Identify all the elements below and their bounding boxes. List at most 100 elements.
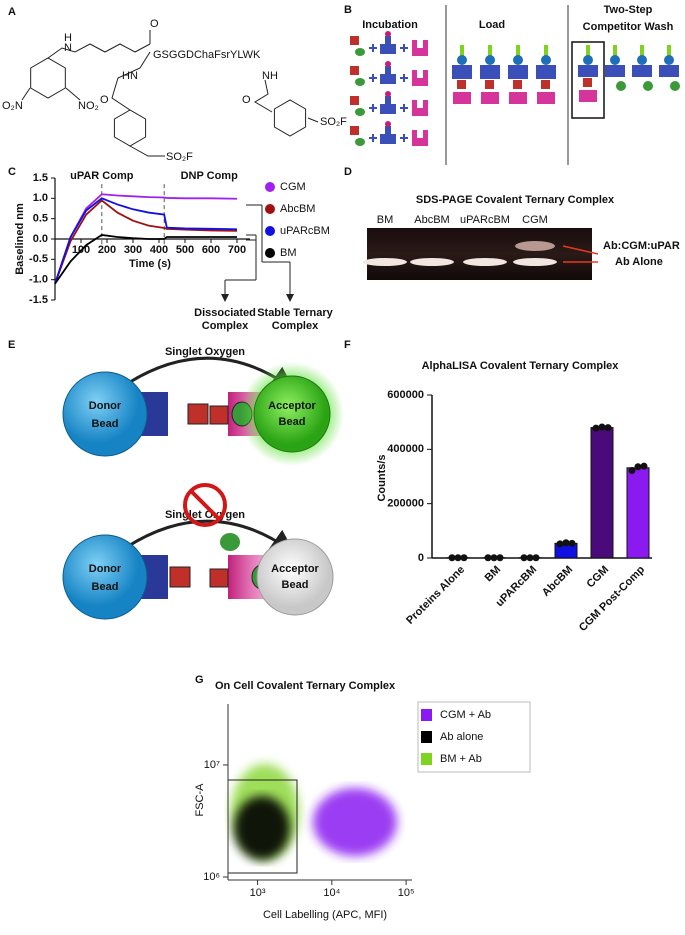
y-tick-label: 600000 [387,389,424,401]
replicate-dot [461,554,468,561]
atom-label: NH [262,70,278,82]
event-label: DNP Comp [181,170,239,182]
replicate-dot [593,425,600,432]
y-tick-label: -0.5 [29,253,48,265]
gel-title: SDS-PAGE Covalent Ternary Complex [416,194,615,206]
antibody [605,65,625,77]
binder [485,80,494,89]
legend-swatch [421,731,432,743]
binder [355,138,365,146]
upar [412,100,428,116]
upar [412,40,428,56]
x-tick-label: BM [483,564,504,585]
step-title: Load [479,19,505,31]
replicate-dot [533,554,540,561]
binder [355,108,365,116]
hapten [637,55,647,65]
upar [509,92,527,104]
antibody [385,66,391,74]
replicate-dot [521,554,528,561]
bonds [308,118,318,122]
binder [170,567,190,587]
legend-swatch [421,709,432,721]
legend-label: BM [280,247,297,259]
binder [188,404,208,424]
legend-label: CGM + Ab [440,709,491,721]
scene-label: Singlet Oxygen [165,346,245,358]
y-axis-title: Counts/s [376,454,388,501]
replicate-dot [557,540,564,547]
legend-label: BM + Ab [440,753,482,765]
x-axis-title: Time (s) [129,258,171,270]
series-line [55,198,237,283]
bead-label: Donor [89,400,122,412]
panel-letter: G [195,674,204,686]
atom-label: NO₂ [78,100,99,112]
x-tick-label: CGM Post-Comp [577,563,647,633]
y-tick-label: 10⁷ [204,759,220,771]
band [463,258,507,266]
bead-label: Bead [92,581,119,593]
upar [412,70,428,86]
band-label: Ab Alone [615,256,663,268]
bar [591,428,613,558]
antibody [452,65,472,79]
step-title: Competitor Wash [583,21,674,33]
hapten [385,91,391,97]
y-tick-label: 10⁶ [203,871,220,883]
x-axis-title: Cell Labelling (APC, MFI) [263,909,387,921]
replicate-dot [563,539,570,546]
atom-label: O [242,94,251,106]
panel-letter: D [344,166,352,178]
antibody [380,44,396,54]
replicate-dot [635,463,642,470]
upar [481,92,499,104]
hapten [457,55,467,65]
replicate-dot [449,554,456,561]
binder [355,48,365,56]
y-tick-label: 400000 [387,443,424,455]
panel-letter: E [8,339,15,351]
replicate-dot [605,424,612,431]
replicate-dot [599,424,606,431]
band [410,258,454,266]
antibody [578,65,598,77]
lane-label: AbcBM [414,214,449,226]
hapten [385,61,391,67]
bonds [66,88,80,100]
legend-label: AbcBM [280,203,315,215]
hapten [541,55,551,65]
lane-label: uPARcBM [460,214,510,226]
hapten [583,55,593,65]
bonds [255,80,272,112]
binder [210,569,228,587]
replicate-dot [527,554,534,561]
replicate-dot [491,554,498,561]
hapten [385,121,391,127]
band [515,241,555,251]
panel-letter: C [8,166,16,178]
binder [583,78,592,87]
binder [350,96,359,105]
antibody [380,74,396,84]
bead-label: Bead [279,416,306,428]
gel [367,228,592,280]
atom-label: O₂N [2,100,23,112]
replicate-dot [455,554,462,561]
legend-swatch [421,753,432,765]
upar [412,130,428,146]
binder [616,81,626,91]
antibody [659,65,679,77]
y-tick-label: 0 [418,552,424,564]
hapten [513,55,523,65]
bead-label: Acceptor [271,563,319,575]
peptide: GSGGDChaFsrYLWK [153,49,261,61]
legend-marker [265,226,275,236]
antibody [385,36,391,44]
annotation: Dissociated [194,307,256,319]
x-tick-label: 400 [150,244,168,256]
y-tick-label: 0.5 [33,213,48,225]
upar [537,92,555,104]
binder [513,80,522,89]
